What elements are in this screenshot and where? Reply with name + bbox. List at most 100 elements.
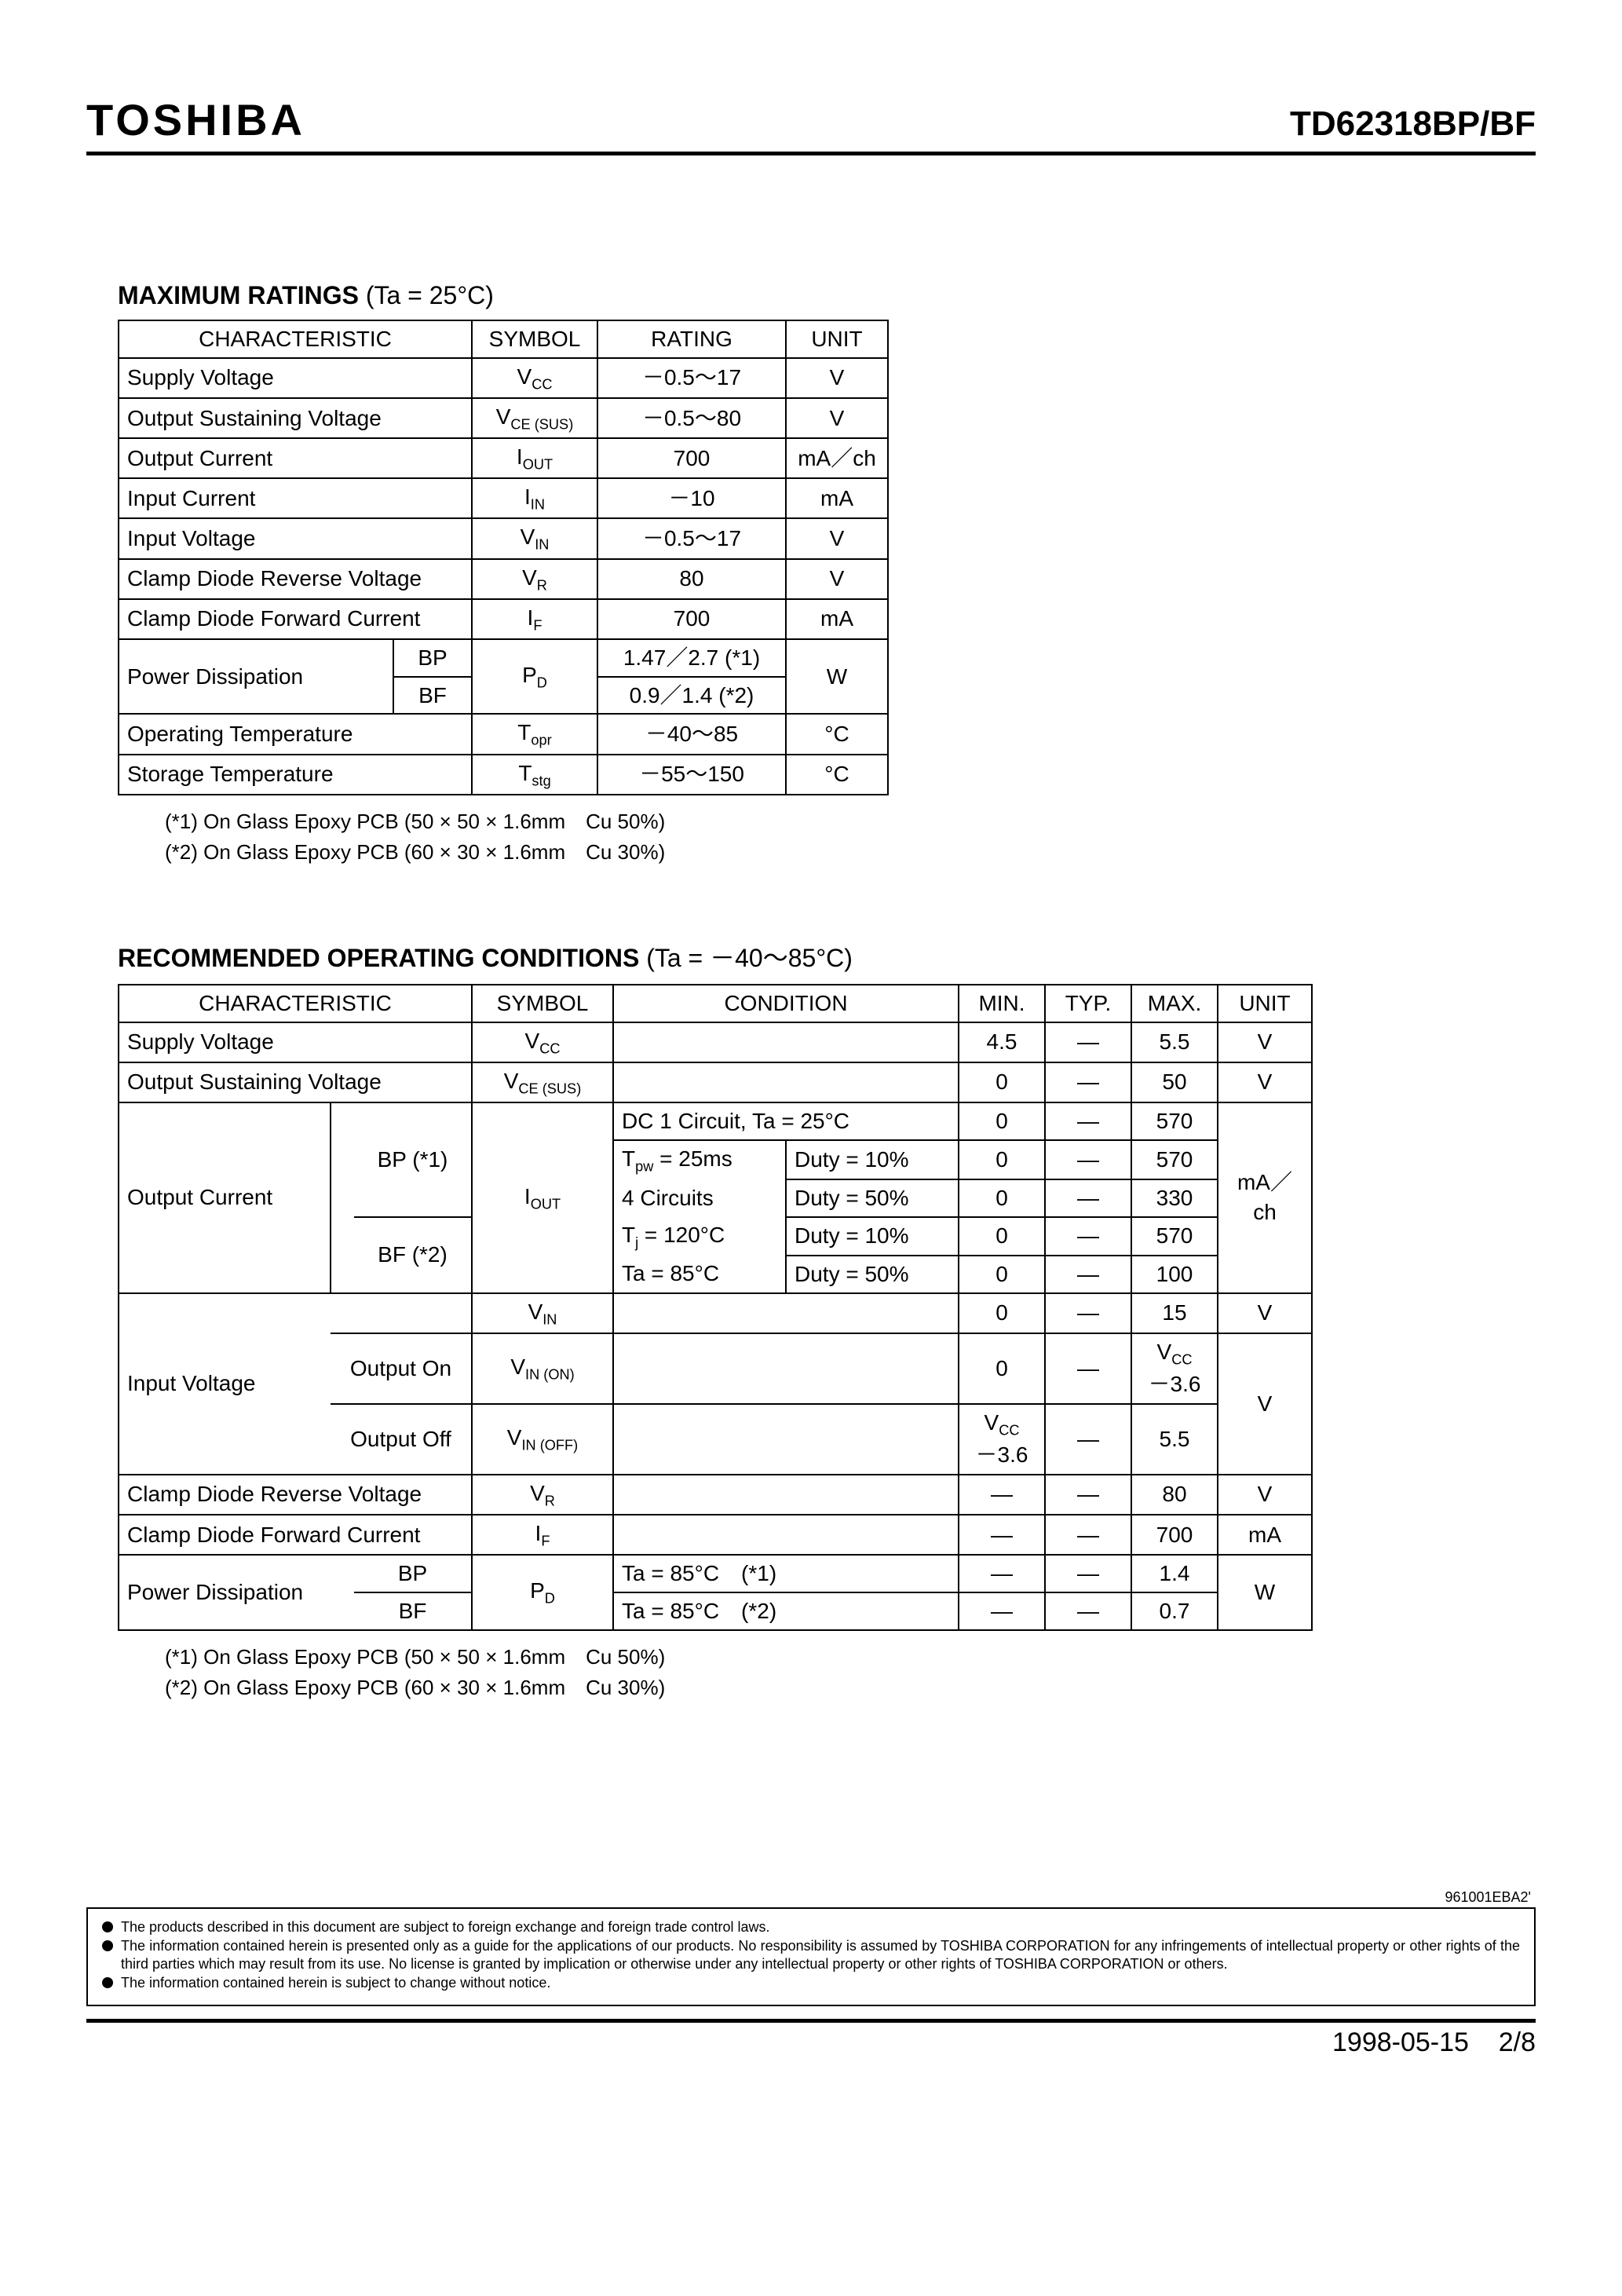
table-row: Input Voltage VIN －0.5～17 V bbox=[119, 518, 888, 558]
char-cell: Supply Voltage bbox=[119, 358, 472, 398]
cond-cell: DC 1 Circuit, Ta = 25°C bbox=[613, 1102, 959, 1140]
part-number: TD62318BP/BF bbox=[1290, 104, 1536, 144]
cond-cell bbox=[613, 1475, 959, 1515]
cond-cell: Tpw = 25ms bbox=[613, 1140, 786, 1179]
rec-cond-table: CHARACTERISTIC SYMBOL CONDITION MIN. TYP… bbox=[118, 984, 1313, 1631]
typ-cell: ― bbox=[1045, 1102, 1131, 1140]
cond-cell: Duty = 10% bbox=[786, 1140, 959, 1179]
disclaimer-line: The products described in this document … bbox=[102, 1918, 1520, 1936]
table-row: Clamp Diode Forward Current IF 700 mA bbox=[119, 599, 888, 639]
pkg-cell: BP bbox=[393, 639, 472, 677]
min-cell: 0 bbox=[959, 1217, 1045, 1256]
typ-cell: ― bbox=[1045, 1140, 1131, 1179]
sym-cell: VCC bbox=[472, 358, 597, 398]
cond-cell bbox=[613, 1293, 959, 1333]
unit-cell: V bbox=[1218, 1293, 1312, 1333]
min-cell: 0 bbox=[959, 1062, 1045, 1102]
table-header-row: CHARACTERISTIC SYMBOL CONDITION MIN. TYP… bbox=[119, 985, 1312, 1022]
rec-cond-title: RECOMMENDED OPERATING CONDITIONS (Ta = －… bbox=[118, 938, 1536, 974]
sym-cell: VIN (ON) bbox=[472, 1333, 613, 1404]
disclaimer-line: The information contained herein is pres… bbox=[102, 1937, 1520, 1972]
unit-cell: °C bbox=[786, 714, 888, 754]
max-cell: 1.4 bbox=[1131, 1555, 1218, 1592]
spacer-cell bbox=[331, 1293, 472, 1333]
typ-cell: ― bbox=[1045, 1293, 1131, 1333]
char-cell: Clamp Diode Forward Current bbox=[119, 599, 472, 639]
col-unit: UNIT bbox=[1218, 985, 1312, 1022]
unit-cell: V bbox=[1218, 1062, 1312, 1102]
min-cell: 0 bbox=[959, 1333, 1045, 1404]
table-row: Clamp Diode Forward Current IF ― ― 700 m… bbox=[119, 1515, 1312, 1555]
rating-cell: －0.5～17 bbox=[597, 518, 786, 558]
unit-cell: V bbox=[1218, 1475, 1312, 1515]
typ-cell: ― bbox=[1045, 1022, 1131, 1062]
table-row: Power Dissipation BP PD 1.47／2.7 (*1) W bbox=[119, 639, 888, 677]
sec2-notes: (*1) On Glass Epoxy PCB (50 × 50 × 1.6mm… bbox=[165, 1642, 1536, 1703]
max-cell: 80 bbox=[1131, 1475, 1218, 1515]
min-cell: ― bbox=[959, 1515, 1045, 1555]
page-footer: 1998-05-15 2/8 bbox=[86, 2019, 1536, 2058]
table-row: Input Voltage VIN 0 ― 15 V bbox=[119, 1293, 1312, 1333]
table-row: Clamp Diode Reverse Voltage VR ― ― 80 V bbox=[119, 1475, 1312, 1515]
char-cell: Output Current bbox=[119, 438, 472, 478]
footer-date: 1998-05-15 bbox=[1332, 2027, 1469, 2057]
cond-cell: 4 Circuits bbox=[613, 1179, 786, 1217]
table-row: Supply Voltage VCC 4.5 ― 5.5 V bbox=[119, 1022, 1312, 1062]
typ-cell: ― bbox=[1045, 1217, 1131, 1256]
bullet-icon bbox=[102, 1940, 113, 1951]
sym-cell: PD bbox=[472, 639, 597, 715]
disclaimer-text: The products described in this document … bbox=[121, 1918, 769, 1936]
sym-cell: VR bbox=[472, 1475, 613, 1515]
unit-cell: W bbox=[786, 639, 888, 715]
cond-cell bbox=[613, 1022, 959, 1062]
bullet-icon bbox=[102, 1977, 113, 1988]
pkg-cell: BF (*2) bbox=[354, 1217, 472, 1293]
col-characteristic: CHARACTERISTIC bbox=[119, 985, 472, 1022]
unit-cell: V bbox=[786, 358, 888, 398]
table-row: Input Current IIN －10 mA bbox=[119, 478, 888, 518]
char-cell: Output Sustaining Voltage bbox=[119, 1062, 472, 1102]
cond-cell: Ta = 85°C (*2) bbox=[613, 1592, 959, 1630]
char-cell: Output Sustaining Voltage bbox=[119, 398, 472, 438]
sym-cell: VIN bbox=[472, 1293, 613, 1333]
pkg-cell: BP (*1) bbox=[354, 1102, 472, 1217]
max-cell: 330 bbox=[1131, 1179, 1218, 1217]
typ-cell: ― bbox=[1045, 1404, 1131, 1475]
char-cell: Supply Voltage bbox=[119, 1022, 472, 1062]
min-cell: VCC－3.6 bbox=[959, 1404, 1045, 1475]
typ-cell: ― bbox=[1045, 1592, 1131, 1630]
char-cell: Input Voltage bbox=[119, 1293, 331, 1475]
rec-cond-title-text: RECOMMENDED OPERATING CONDITIONS bbox=[118, 944, 639, 972]
sub-cell: Output Off bbox=[331, 1404, 472, 1475]
table-row: Clamp Diode Reverse Voltage VR 80 V bbox=[119, 559, 888, 599]
rating-cell: －55～150 bbox=[597, 755, 786, 795]
max-cell: 570 bbox=[1131, 1217, 1218, 1256]
unit-cell: V bbox=[1218, 1333, 1312, 1475]
col-max: MAX. bbox=[1131, 985, 1218, 1022]
unit-cell: mA bbox=[1218, 1515, 1312, 1555]
bullet-icon bbox=[102, 1921, 113, 1932]
col-unit: UNIT bbox=[786, 320, 888, 358]
rating-cell: 80 bbox=[597, 559, 786, 599]
unit-cell: mA bbox=[786, 478, 888, 518]
unit-cell: mA／ch bbox=[786, 438, 888, 478]
char-cell: Clamp Diode Reverse Voltage bbox=[119, 1475, 472, 1515]
table-row: Supply Voltage VCC －0.5～17 V bbox=[119, 358, 888, 398]
min-cell: 0 bbox=[959, 1179, 1045, 1217]
max-ratings-table: CHARACTERISTIC SYMBOL RATING UNIT Supply… bbox=[118, 320, 889, 795]
unit-cell: mA／ch bbox=[1218, 1102, 1312, 1293]
char-cell: Power Dissipation bbox=[119, 1555, 331, 1630]
char-cell: Clamp Diode Forward Current bbox=[119, 1515, 472, 1555]
pkg-cell: BP bbox=[354, 1555, 472, 1592]
char-cell: Input Current bbox=[119, 478, 472, 518]
unit-cell: V bbox=[786, 398, 888, 438]
max-cell: 50 bbox=[1131, 1062, 1218, 1102]
table-row: Storage Temperature Tstg －55～150 °C bbox=[119, 755, 888, 795]
max-cell: 100 bbox=[1131, 1256, 1218, 1293]
typ-cell: ― bbox=[1045, 1515, 1131, 1555]
sym-cell: VCE (SUS) bbox=[472, 1062, 613, 1102]
max-cell: 700 bbox=[1131, 1515, 1218, 1555]
rating-cell: 0.9／1.4 (*2) bbox=[597, 677, 786, 715]
disclaimer-box: 961001EBA2' The products described in th… bbox=[86, 1907, 1536, 2006]
max-cell: 15 bbox=[1131, 1293, 1218, 1333]
